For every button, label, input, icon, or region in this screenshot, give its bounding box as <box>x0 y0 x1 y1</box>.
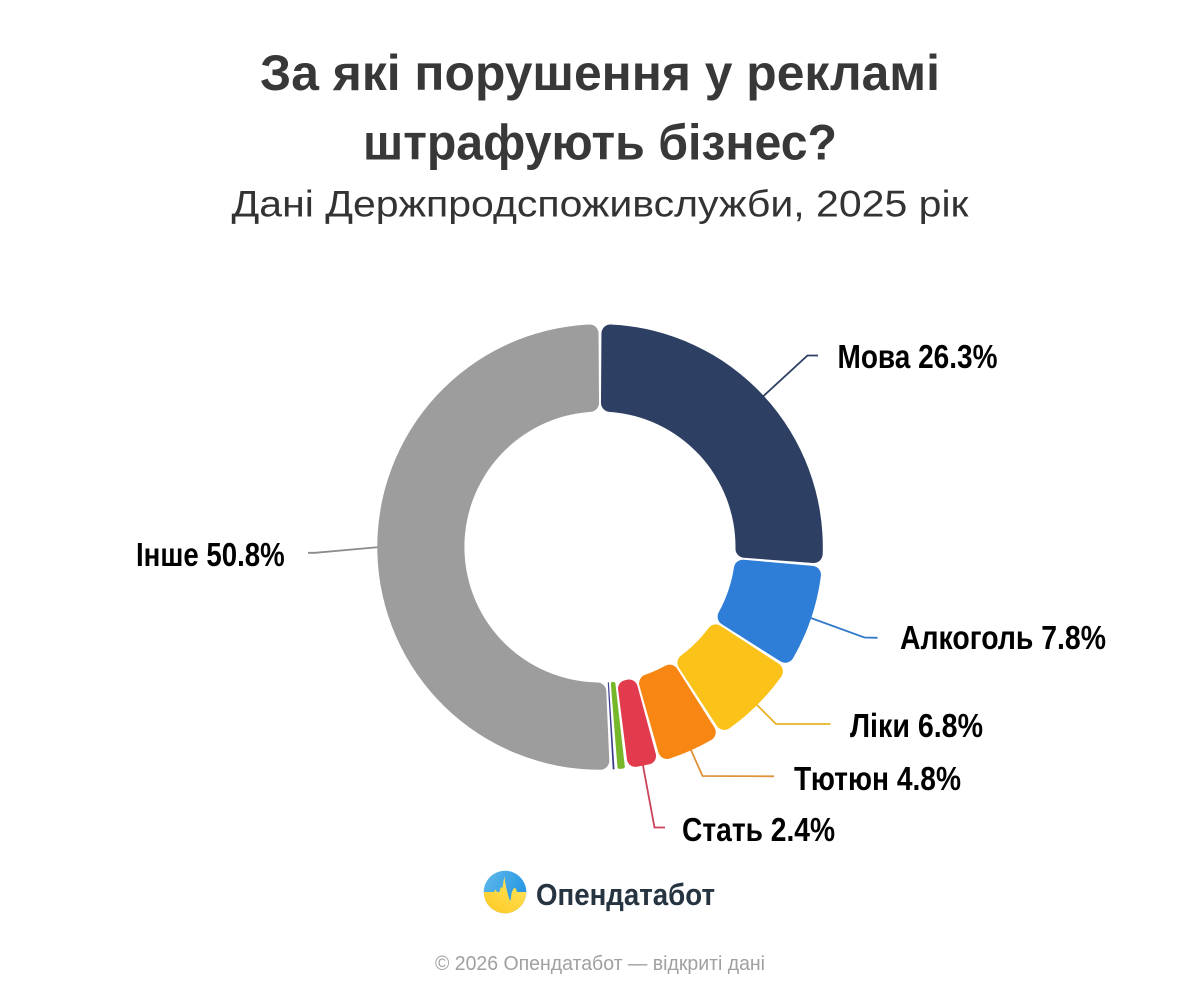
svg-text:Інше 50.8%: Інше 50.8% <box>136 536 285 573</box>
svg-text:Алкоголь 7.8%: Алкоголь 7.8% <box>900 619 1106 656</box>
svg-text:Опендатабот: Опендатабот <box>536 877 715 912</box>
svg-text:© 2026 Опендатабот — відкриті: © 2026 Опендатабот — відкриті дані <box>435 953 765 975</box>
svg-text:За які порушення у рекламі: За які порушення у рекламі <box>260 45 940 101</box>
svg-text:Тютюн 4.8%: Тютюн 4.8% <box>794 760 961 797</box>
svg-text:Мова 26.3%: Мова 26.3% <box>838 338 998 375</box>
svg-text:Стать 2.4%: Стать 2.4% <box>682 811 835 848</box>
svg-text:Дані Держпродспоживслужби, 202: Дані Держпродспоживслужби, 2025 рік <box>232 184 970 225</box>
svg-text:Ліки 6.8%: Ліки 6.8% <box>850 707 983 744</box>
svg-text:штрафують бізнес?: штрафують бізнес? <box>363 115 837 171</box>
